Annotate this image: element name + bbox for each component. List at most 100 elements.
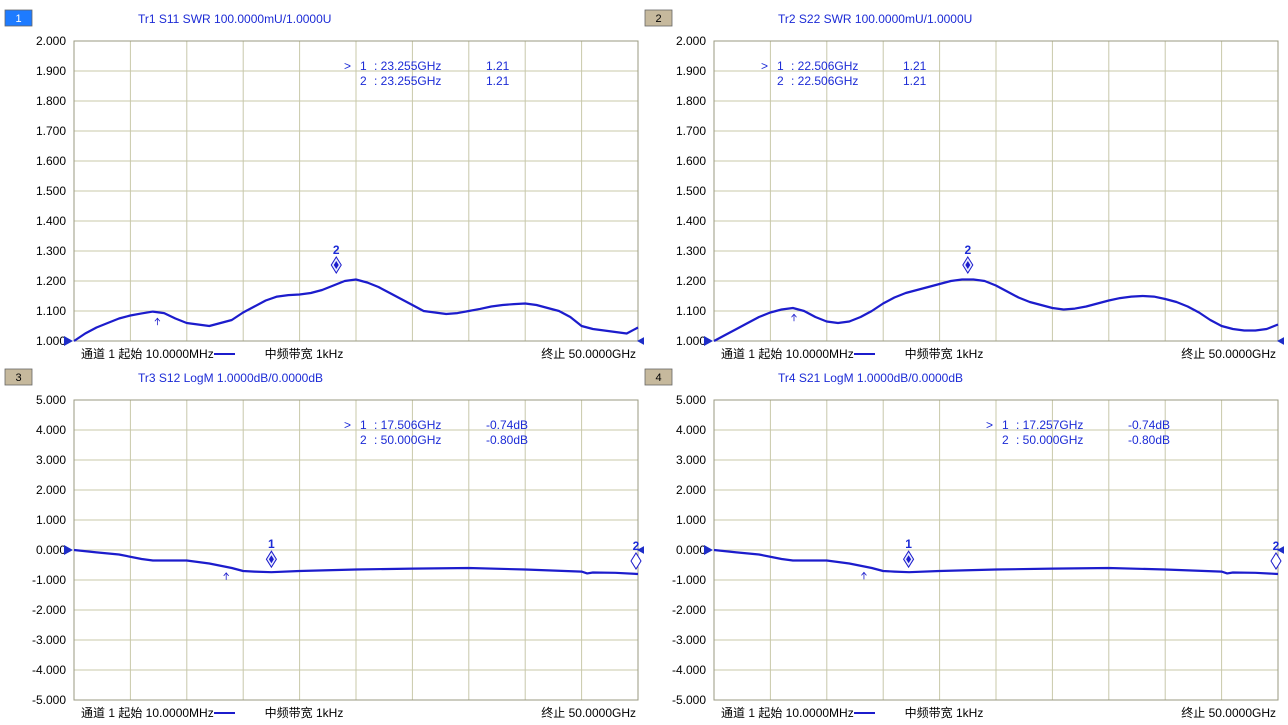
marker-id: 1 bbox=[777, 59, 784, 73]
y-tick-label: 5.000 bbox=[676, 393, 706, 407]
marker-id: 2 bbox=[777, 74, 784, 88]
y-tick-label: -4.000 bbox=[672, 663, 706, 677]
channel-1-panel[interactable]: 1 Tr1 S11 SWR 100.0000mU/1.0000U 2.000 1.90… bbox=[4, 8, 644, 362]
marker-value: 1.21 bbox=[486, 74, 510, 88]
marker-value: 1.21 bbox=[903, 74, 927, 88]
marker-readout-table: >1: 22.506GHz 1.21 2: 22.506GHz 1.21 bbox=[761, 59, 927, 88]
y-tick-label: 1.500 bbox=[36, 184, 66, 198]
trace-title: Tr3 S12 LogM 1.0000dB/0.0000dB bbox=[138, 371, 323, 385]
marker-readout-table: >1: 17.506GHz -0.74dB 2: 50.000GHz -0.80dB bbox=[344, 418, 528, 447]
channel-2-panel[interactable]: 2 Tr2 S22 SWR 100.0000mU/1.0000U 2.000 1.90… bbox=[644, 8, 1284, 362]
channel-number-badge[interactable]: 2 bbox=[644, 9, 673, 27]
trace-marker-label: 2 bbox=[964, 243, 971, 257]
trace-title: Tr2 S22 SWR 100.0000mU/1.0000U bbox=[778, 12, 972, 26]
y-tick-label: 1.300 bbox=[676, 244, 706, 258]
reference-marker-right-icon[interactable] bbox=[1277, 336, 1284, 346]
marker-id: 1 bbox=[360, 418, 367, 432]
y-tick-label: 1.000 bbox=[36, 334, 66, 348]
marker-value: -0.74dB bbox=[1128, 418, 1170, 432]
trace-marker-2[interactable]: 2 bbox=[1270, 539, 1282, 570]
reference-marker-left-icon[interactable] bbox=[64, 545, 73, 555]
y-tick-label: 1.100 bbox=[676, 304, 706, 318]
stop-frequency-label: 终止 50.0000GHz bbox=[1181, 346, 1276, 361]
plot-frame bbox=[73, 40, 639, 342]
start-frequency-label: 通道 1 起始 10.0000MHz bbox=[721, 706, 854, 720]
y-tick-label: -2.000 bbox=[672, 603, 706, 617]
y-tick-label: 1.700 bbox=[36, 124, 66, 138]
if-bandwidth-label: 中频带宽 1kHz bbox=[265, 705, 344, 720]
trace-title: Tr1 S11 SWR 100.0000mU/1.0000U bbox=[138, 12, 331, 26]
marker-value: -0.74dB bbox=[486, 418, 528, 432]
y-tick-label: 1.000 bbox=[676, 513, 706, 527]
trace-marker-label: 1 bbox=[268, 537, 275, 551]
marker-active-indicator: > bbox=[344, 59, 351, 73]
channel-4-panel[interactable]: 4 Tr4 S21 LogM 1.0000dB/0.0000dB 5.000 4.00… bbox=[644, 367, 1284, 721]
marker-value: -0.80dB bbox=[1128, 433, 1170, 447]
channel-1-chart[interactable]: 1 Tr1 S11 SWR 100.0000mU/1.0000U 2.000 1.90… bbox=[4, 8, 644, 362]
channel-number-label: 2 bbox=[655, 13, 661, 25]
y-tick-label: 1.100 bbox=[36, 304, 66, 318]
marker-readout-table: >1: 23.255GHz 1.21 2: 23.255GHz 1.21 bbox=[344, 59, 510, 88]
channel-3-panel[interactable]: 3 Tr3 S12 LogM 1.0000dB/0.0000dB 5.000 4.00… bbox=[4, 367, 644, 721]
y-tick-label: 1.600 bbox=[36, 154, 66, 168]
marker-id: 2 bbox=[360, 433, 367, 447]
y-tick-label: 1.800 bbox=[36, 94, 66, 108]
y-tick-label: 4.000 bbox=[676, 423, 706, 437]
plot-grid bbox=[713, 399, 1279, 701]
y-tick-label: 1.700 bbox=[676, 124, 706, 138]
reference-marker-left-icon[interactable] bbox=[704, 336, 713, 346]
channel-3-chart[interactable]: 3 Tr3 S12 LogM 1.0000dB/0.0000dB 5.000 4.00… bbox=[4, 367, 644, 721]
marker-value: 1.21 bbox=[903, 59, 927, 73]
reference-marker-left-icon[interactable] bbox=[64, 336, 73, 346]
trace-marker-label: 2 bbox=[333, 243, 340, 257]
cursor-arrow-icon bbox=[223, 572, 230, 580]
marker-active-indicator: > bbox=[761, 59, 768, 73]
channel-number-label: 3 bbox=[15, 372, 21, 384]
marker-frequency: : 17.506GHz bbox=[374, 418, 441, 432]
marker-frequency: : 23.255GHz bbox=[374, 59, 441, 73]
trace-marker-label: 2 bbox=[633, 539, 640, 553]
reference-marker-left-icon[interactable] bbox=[704, 545, 713, 555]
reference-marker-right-icon[interactable] bbox=[637, 545, 644, 555]
y-tick-label: 1.400 bbox=[676, 214, 706, 228]
y-tick-label: 3.000 bbox=[676, 453, 706, 467]
trace-line[interactable] bbox=[73, 548, 639, 576]
y-tick-label: 1.800 bbox=[676, 94, 706, 108]
trace-line[interactable] bbox=[713, 548, 1279, 576]
channel-4-chart[interactable]: 4 Tr4 S21 LogM 1.0000dB/0.0000dB 5.000 4.00… bbox=[644, 367, 1284, 721]
y-tick-label: 2.000 bbox=[36, 34, 66, 48]
channel-number-badge[interactable]: 3 bbox=[4, 368, 33, 386]
if-bandwidth-label: 中频带宽 1kHz bbox=[265, 346, 344, 361]
channel-number-badge[interactable]: 4 bbox=[644, 368, 673, 386]
y-tick-label: -1.000 bbox=[32, 573, 66, 587]
trace-marker-1[interactable]: 1 bbox=[902, 537, 915, 569]
start-frequency-label: 通道 1 起始 10.0000MHz bbox=[81, 347, 214, 361]
marker-readout-table: >1: 17.257GHz -0.74dB 2: 50.000GHz -0.80dB bbox=[986, 418, 1170, 447]
cursor-arrow-icon bbox=[861, 571, 867, 580]
trace-line[interactable] bbox=[73, 278, 639, 342]
marker-frequency: : 23.255GHz bbox=[374, 74, 441, 88]
y-tick-label: 1.900 bbox=[676, 64, 706, 78]
trace-marker-2[interactable]: 2 bbox=[962, 243, 974, 274]
trace-title: Tr4 S21 LogM 1.0000dB/0.0000dB bbox=[778, 371, 963, 385]
y-tick-label: 0.000 bbox=[676, 543, 706, 557]
marker-frequency: : 50.000GHz bbox=[374, 433, 441, 447]
plot-grid bbox=[73, 399, 639, 701]
stop-frequency-label: 终止 50.0000GHz bbox=[541, 346, 636, 361]
y-tick-label: -3.000 bbox=[672, 633, 706, 647]
marker-frequency: : 50.000GHz bbox=[1016, 433, 1083, 447]
trace-marker-2[interactable]: 2 bbox=[630, 539, 642, 570]
reference-marker-right-icon[interactable] bbox=[637, 336, 644, 346]
trace-marker-label: 2 bbox=[1273, 539, 1280, 553]
trace-line[interactable] bbox=[713, 278, 1279, 342]
channel-number-badge[interactable]: 1 bbox=[4, 9, 33, 27]
stop-frequency-label: 终止 50.0000GHz bbox=[1181, 705, 1276, 720]
stop-frequency-label: 终止 50.0000GHz bbox=[541, 705, 636, 720]
y-tick-label: -2.000 bbox=[32, 603, 66, 617]
trace-marker-2[interactable]: 2 bbox=[330, 243, 342, 274]
channel-2-chart[interactable]: 2 Tr2 S22 SWR 100.0000mU/1.0000U 2.000 1.90… bbox=[644, 8, 1284, 362]
y-tick-label: 1.400 bbox=[36, 214, 66, 228]
reference-marker-right-icon[interactable] bbox=[1277, 545, 1284, 555]
trace-marker-1[interactable]: 1 bbox=[265, 537, 277, 569]
marker-active-indicator: > bbox=[986, 418, 993, 432]
